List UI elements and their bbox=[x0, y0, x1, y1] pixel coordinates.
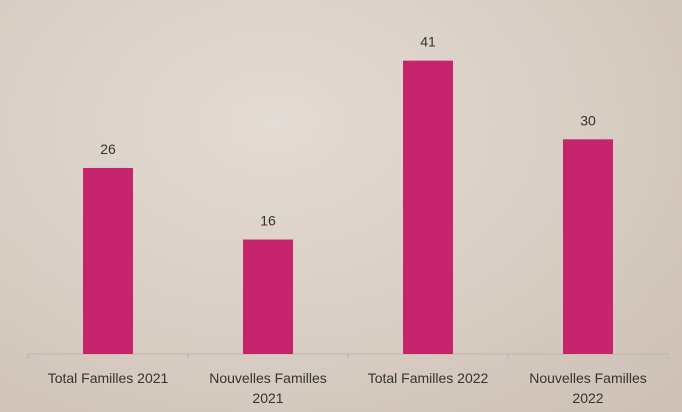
x-tick-label: Total Familles 2021 bbox=[47, 370, 169, 386]
value-label: 26 bbox=[100, 141, 116, 157]
x-tick-label: Nouvelles Familles 2022 bbox=[529, 370, 647, 406]
value-label: 30 bbox=[580, 112, 596, 128]
value-label: 16 bbox=[260, 213, 276, 229]
bar bbox=[563, 139, 613, 354]
bar bbox=[403, 60, 453, 354]
x-tick-label: Nouvelles Familles 2021 bbox=[209, 370, 327, 406]
x-tick-label: Total Familles 2022 bbox=[367, 370, 489, 386]
bar bbox=[83, 167, 133, 354]
value-label: 41 bbox=[420, 34, 436, 50]
bar bbox=[243, 239, 293, 354]
